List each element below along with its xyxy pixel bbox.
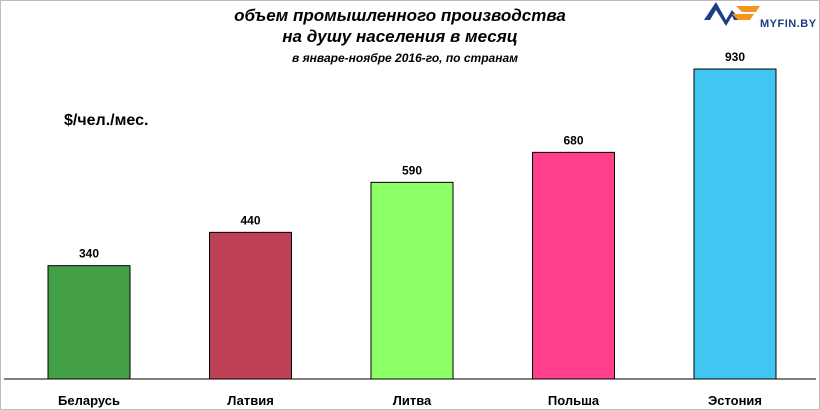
logo-text: MYFIN.BY xyxy=(760,18,817,30)
data-label-2: 590 xyxy=(402,163,422,177)
bar-1 xyxy=(209,231,292,380)
bar-2 xyxy=(370,181,454,380)
data-label-0: 340 xyxy=(79,247,99,261)
category-label-4: Эстония xyxy=(708,393,762,408)
chart-title-line2: на душу населения в месяц xyxy=(282,27,518,46)
chart-subtitle: в январе-ноябре 2016-го, по странам xyxy=(291,51,518,65)
bar-0 xyxy=(47,265,131,380)
data-label-4: 930 xyxy=(725,50,745,64)
bar-3 xyxy=(532,151,615,380)
data-label-3: 680 xyxy=(563,133,583,147)
category-label-3: Польша xyxy=(548,393,600,408)
bars-group: 340 Беларусь 440 Латвия 590 Литва 680 Польша 930… xyxy=(47,50,777,408)
y-axis-unit-label: $/чел./мес. xyxy=(64,112,149,129)
category-label-0: Беларусь xyxy=(58,393,120,408)
myfin-logo-icon xyxy=(704,2,760,26)
chart-title: объем промышленного производства xyxy=(234,6,566,25)
category-label-1: Латвия xyxy=(227,393,274,408)
data-label-1: 440 xyxy=(240,213,260,227)
bar-4 xyxy=(693,68,777,380)
category-label-2: Литва xyxy=(393,393,432,408)
